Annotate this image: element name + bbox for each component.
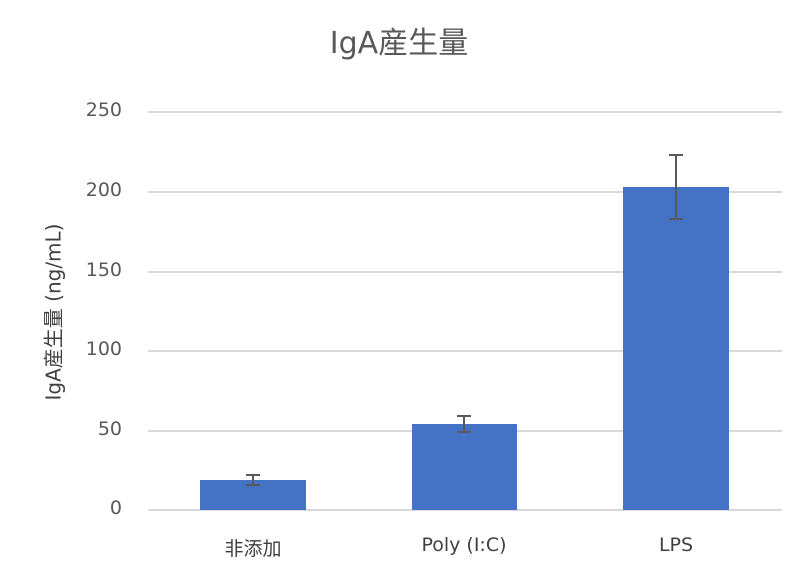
y-tick-150: 150: [85, 259, 122, 281]
gridline-200: [148, 191, 782, 193]
y-tick-50: 50: [97, 418, 122, 440]
gridline-100: [148, 350, 782, 352]
error-cap-bottom: [457, 431, 471, 433]
chart-title: IgA産生量: [329, 26, 469, 61]
bar-lps: [623, 187, 729, 510]
y-tick-0: 0: [109, 497, 122, 519]
y-tick-250: 250: [85, 99, 122, 121]
error-cap-top: [457, 415, 471, 417]
gridline-150: [148, 271, 782, 273]
y-tick-100: 100: [85, 338, 122, 360]
error-cap-top: [669, 154, 683, 156]
y-tick-200: 200: [85, 179, 122, 201]
error-cap-top: [246, 474, 260, 476]
gridline-250: [148, 111, 782, 113]
x-label-poly-ic: Poly (I:C): [421, 534, 507, 556]
bar-poly-ic: [412, 424, 517, 510]
x-label-lps: LPS: [658, 534, 694, 556]
error-bar-lps: [675, 155, 677, 219]
y-axis-label: IgA産生量 (ng/mL): [41, 223, 66, 401]
x-axis-line: [148, 509, 782, 511]
x-label-non-added: 非添加: [224, 538, 282, 560]
error-cap-bottom: [669, 218, 683, 220]
error-bar-poly-ic: [463, 416, 465, 432]
error-bar-non-added: [252, 475, 254, 485]
error-cap-bottom: [246, 484, 260, 486]
